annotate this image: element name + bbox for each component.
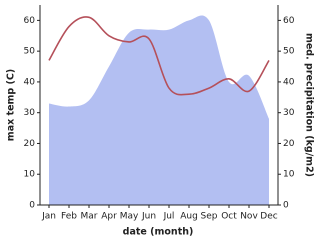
y2-tick-label: 50 [283, 47, 295, 57]
y2-tick-label: 0 [283, 201, 289, 211]
y-tick-label: 30 [24, 108, 36, 118]
x-tick-label: Feb [61, 212, 77, 222]
x-tick-label: Aug [180, 212, 198, 222]
y-tick-label: 40 [24, 77, 36, 87]
x-tick-label: Sep [201, 212, 218, 222]
x-tick-label: Mar [81, 212, 98, 222]
y2-tick-label: 30 [283, 108, 295, 118]
y-tick-label: 60 [24, 16, 36, 26]
y-tick-label: 20 [24, 139, 36, 149]
x-tick-label: Nov [240, 212, 258, 222]
y-tick-label: 0 [29, 201, 35, 211]
y2-tick-label: 60 [283, 16, 295, 26]
y2-tick-label: 40 [283, 77, 295, 87]
x-tick-label: Jan [41, 212, 56, 222]
y-tick-label: 10 [24, 170, 36, 180]
y2-tick-label: 20 [283, 139, 295, 149]
x-tick-label: Oct [221, 212, 237, 222]
y-tick-label: 50 [24, 47, 36, 57]
y2-tick-label: 10 [283, 170, 295, 180]
y-axis-title: max temp (C) [6, 69, 17, 141]
x-tick-label: Jun [141, 212, 156, 222]
precip-area [49, 15, 269, 205]
temp-line [48, 16, 270, 96]
x-axis-title: date (month) [123, 227, 194, 238]
y2-axis-title: med. precipitation (kg/m2) [304, 33, 315, 177]
x-tick-label: Dec [260, 212, 277, 222]
x-tick-label: Jul [163, 212, 175, 222]
x-tick-label: Apr [101, 212, 117, 222]
x-tick-label: May [120, 212, 139, 222]
